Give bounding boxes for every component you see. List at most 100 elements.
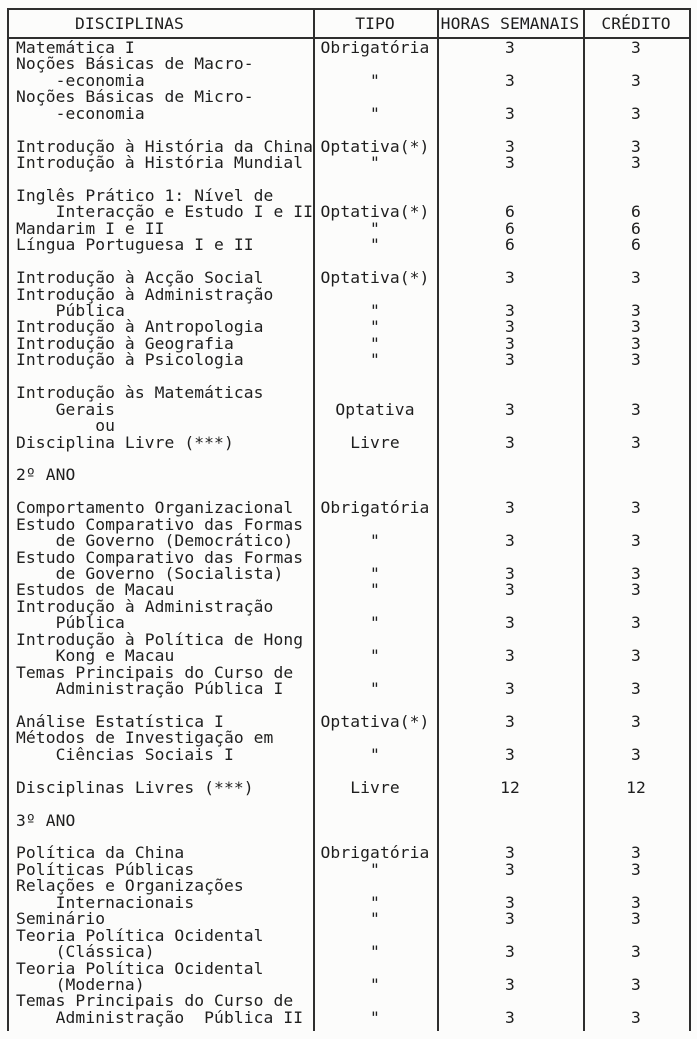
discipline-cell: Estudos de Macau [16,580,175,600]
discipline-cell: Administração Pública I [16,679,284,699]
hours-cell [437,369,583,385]
table-row: Teoria Política Ocidental [9,925,691,945]
table-body: Matemática I Obrigatória 3 3 Noções Básicas … [9,39,691,1027]
table-row: Políticas Públicas " 3 3 [9,859,691,879]
credit-cell: 3 [631,711,641,731]
table-row: Relações e Organizações [9,877,691,894]
table-row: Comportamento Organizacional Obrigatória 3… [9,498,691,518]
discipline-cell: Noções Básicas de Macro- [16,54,254,74]
type-cell: " [370,301,380,320]
hours-cell: 3 [505,350,515,370]
hours-cell: 3 [505,744,515,764]
credit-cell: 3 [631,153,641,173]
hours-cell: 3 [505,432,515,452]
discipline-cell: Introdução à Política de Hong [16,629,304,649]
credit-cell [583,369,689,385]
credit-cell [583,467,689,483]
table-row: Introdução às Matemáticas [9,383,691,403]
type-cell: Obrigatória [320,843,430,863]
table-row: ou [9,416,691,436]
hours-cell: 6 [505,202,515,222]
column-header-credito: CRÉDITO [601,13,671,33]
hours-cell: 3 [505,136,515,156]
credit-cell: 6 [631,202,641,222]
column-header-horas: HORAS SEMANAIS [440,13,580,33]
type-cell: " [370,564,380,583]
table-border-top [7,8,691,10]
table-row: 3º ANO [9,812,691,829]
type-cell [313,796,437,812]
hours-cell: 6 [505,235,515,255]
type-cell: Optativa [335,399,415,419]
discipline-cell: Introdução à História da China [16,136,314,156]
credit-cell: 3 [631,843,641,863]
discipline-cell: Introdução à Psicologia [16,350,244,370]
table-row: Administração Pública II " 3 3 [9,1007,691,1027]
table-row: Matemática I Obrigatória 3 3 [9,39,691,56]
credit-cell [583,451,689,467]
credit-cell [583,813,689,829]
credit-cell: 3 [631,498,641,518]
discipline-cell: Interacção e Estudo I e II [16,202,314,222]
credit-cell: 3 [631,136,641,156]
type-cell [313,813,437,829]
discipline-cell: Métodos de Investigação em [16,728,274,748]
table-row: Internacionais " 3 3 [9,892,691,912]
type-cell: " [370,613,380,633]
table-row: Introdução à Política de Hong [9,629,691,649]
discipline-cell: Política da China [16,843,185,863]
hours-cell [437,467,583,483]
credit-cell: 3 [631,350,641,370]
table-row: Ciências Sociais I " 3 3 [9,744,691,764]
discipline-cell: Inglês Prático 1: Nível de [16,185,274,205]
type-cell: " [370,317,380,337]
credit-cell: 3 [631,317,641,337]
hours-cell: 3 [505,498,515,518]
hours-cell: 3 [505,942,515,962]
discipline-cell: ou [16,416,116,436]
type-cell: " [370,350,380,370]
type-cell: " [370,744,380,764]
hours-cell: 3 [505,333,515,353]
discipline-cell: Mandarim I e II [16,218,165,238]
table-row: Noções Básicas de Micro- [9,88,691,105]
table-row: Introdução à Psicologia " 3 3 [9,350,691,370]
table-row: Pública " 3 3 [9,613,691,633]
type-cell: " [370,909,380,929]
discipline-cell: Introdução às Matemáticas [16,383,264,403]
type-cell [313,369,437,385]
hours-cell [437,172,583,188]
type-cell: " [370,974,380,994]
hours-cell: 3 [505,564,515,583]
table-row: Seminário " 3 3 [9,909,691,929]
credit-cell: 3 [631,432,641,452]
table-row: Estudo Comparativo das Formas [9,516,691,533]
type-cell: " [370,859,380,879]
table-row: Disciplina Livre (***) Livre 3 3 [9,432,691,452]
type-cell: " [370,235,380,255]
discipline-cell: Disciplina Livre (***) [16,432,234,452]
hours-cell: 3 [505,301,515,320]
credit-cell: 3 [631,1007,641,1027]
type-cell: " [370,333,380,353]
discipline-cell: Internacionais [16,892,195,912]
discipline-cell: Introdução à Acção Social [16,268,264,288]
discipline-cell: Seminário [16,909,106,929]
type-cell [313,172,437,188]
type-cell: Obrigatória [320,498,430,518]
table-row: Pública " 3 3 [9,301,691,320]
table-row: Métodos de Investigação em [9,728,691,748]
hours-cell: 3 [505,317,515,337]
discipline-cell: Teoria Política Ocidental [16,925,264,945]
column-header-disciplinas: DISCIPLINAS [75,13,184,33]
credit-cell: 3 [631,744,641,764]
discipline-cell: -economia [16,70,145,90]
hours-cell: 3 [505,974,515,994]
table-row: -economia " 3 3 [9,105,691,122]
table-row: (Clássica) " 3 3 [9,942,691,962]
table-row: Introdução à História Mundial " 3 3 [9,153,691,173]
type-cell [313,467,437,483]
credit-cell: 12 [626,777,646,797]
credit-cell: 3 [631,679,641,699]
type-cell: Livre [350,777,400,797]
